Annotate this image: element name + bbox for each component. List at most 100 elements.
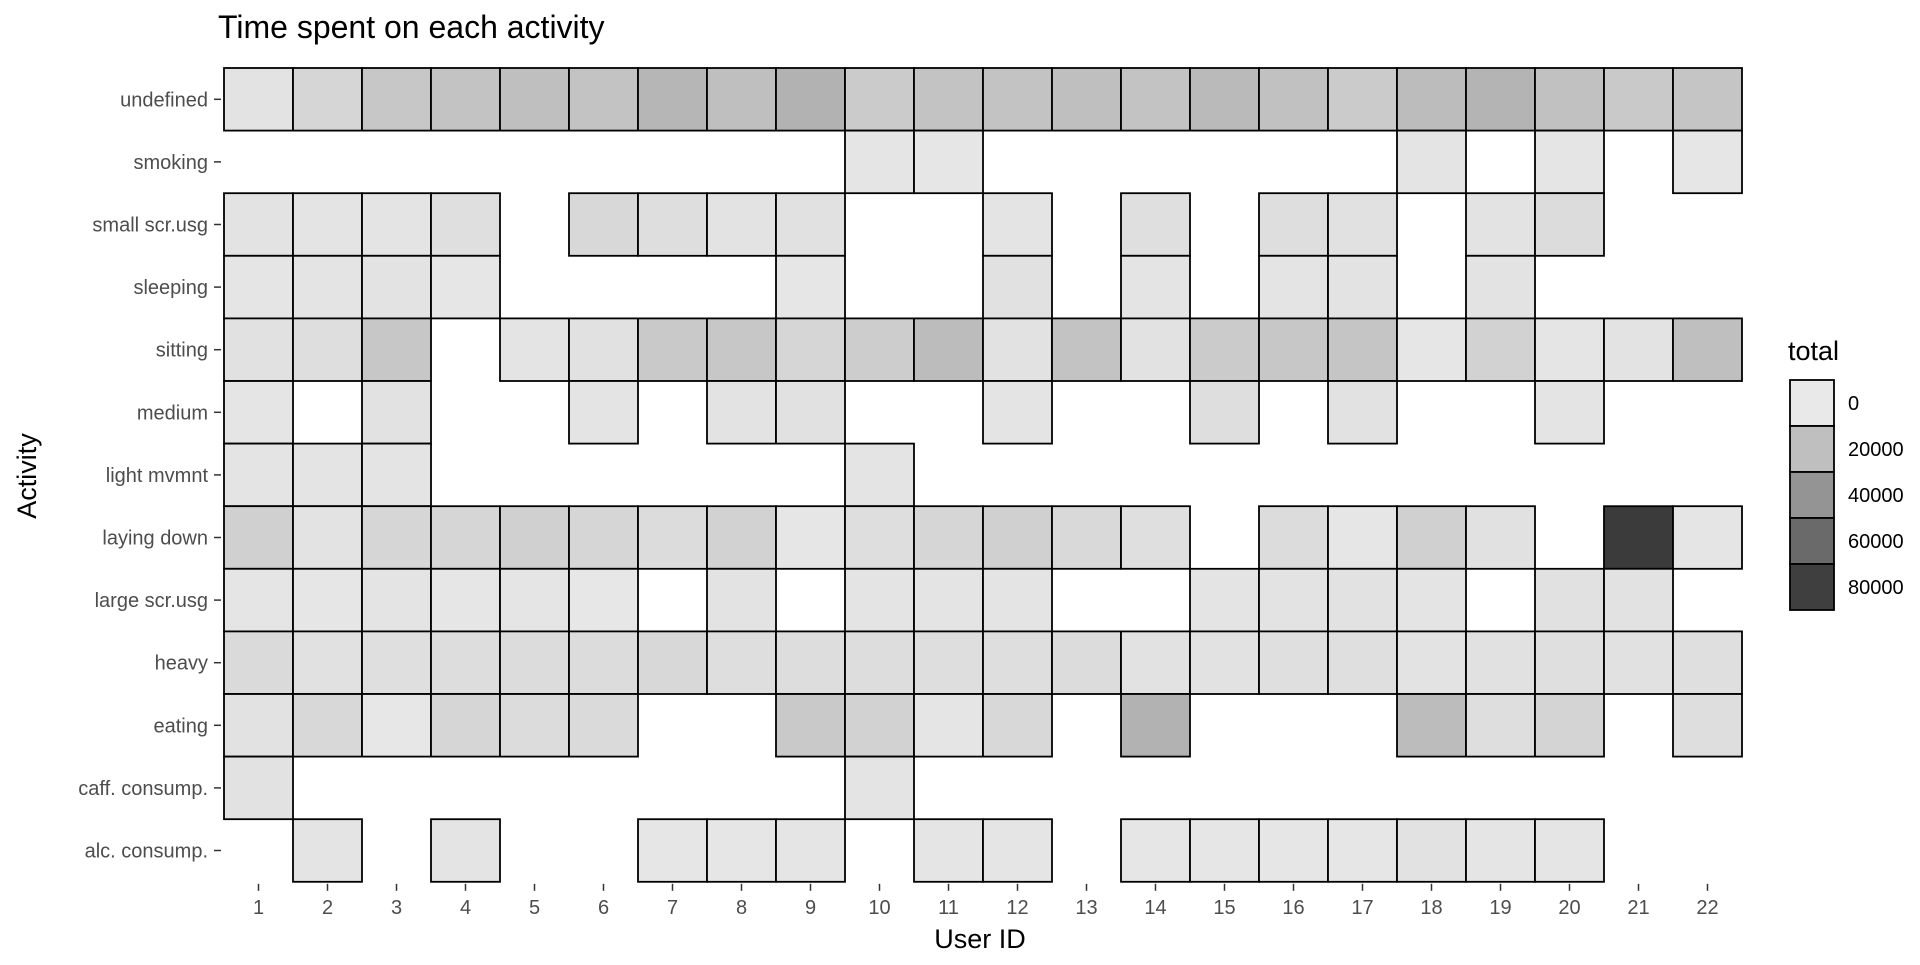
tile-undefined-user-20: [1534, 67, 1605, 132]
tile-heavy-user-2: [292, 630, 363, 695]
tile-medium-user-12: [982, 380, 1053, 445]
tile-alc-consump-user-19: [1465, 818, 1536, 883]
tile-caff-consump-user-10: [844, 755, 915, 821]
tile-large-scr-usg-user-8: [706, 567, 777, 633]
y-tick-label: smoking: [134, 152, 208, 174]
tile-undefined-user-11: [913, 67, 984, 132]
tile-large-scr-usg-user-15: [1189, 567, 1260, 633]
tile-eating-user-4: [430, 693, 501, 758]
tile-eating-user-9: [775, 693, 846, 758]
tile-eating-user-2: [292, 693, 363, 758]
tile-sleeping-user-12: [982, 254, 1053, 320]
legend-swatch: [1789, 425, 1835, 473]
tile-sleeping-user-2: [292, 254, 363, 320]
tile-heavy-user-6: [568, 630, 639, 695]
tile-sitting-user-6: [568, 317, 639, 382]
legend-label: 0: [1848, 393, 1859, 415]
tile-laying-down-user-14: [1120, 505, 1191, 570]
y-tick-label: alc. consump.: [85, 841, 208, 863]
tile-sleeping-user-4: [430, 254, 501, 320]
x-tick-label: 7: [667, 897, 678, 919]
y-tick-label: heavy: [155, 653, 208, 675]
tile-medium-user-15: [1189, 380, 1260, 445]
tile-large-scr-usg-user-3: [361, 567, 432, 633]
tile-sleeping-user-9: [775, 254, 846, 320]
tile-laying-down-user-3: [361, 505, 432, 570]
x-tick-label: 12: [1006, 897, 1028, 919]
tile-undefined-user-14: [1120, 67, 1191, 132]
tile-alc-consump-user-14: [1120, 818, 1191, 883]
tile-alc-consump-user-8: [706, 818, 777, 883]
y-tick-label: light mvmnt: [106, 465, 209, 487]
tile-sleeping-user-1: [223, 254, 294, 320]
legend: total 0 20000 40000 60000 80000: [1788, 336, 1904, 611]
tile-undefined-user-17: [1327, 67, 1398, 132]
tile-small-scr-usg-user-20: [1534, 192, 1605, 257]
tile-laying-down-user-16: [1258, 505, 1329, 570]
tile-laying-down-user-17: [1327, 505, 1398, 570]
tile-medium-user-9: [775, 380, 846, 445]
x-tick-label: 20: [1558, 897, 1580, 919]
tile-undefined-user-1: [223, 67, 294, 132]
x-tick-label: 15: [1213, 897, 1235, 919]
tile-heavy-user-20: [1534, 630, 1605, 695]
tile-sitting-user-1: [223, 317, 294, 382]
x-tick-label: 2: [322, 897, 333, 919]
tile-sitting-user-21: [1603, 317, 1674, 382]
tile-small-scr-usg-user-3: [361, 192, 432, 257]
tile-small-scr-usg-user-17: [1327, 192, 1398, 257]
tile-heavy-user-7: [637, 630, 708, 695]
tile-alc-consump-user-9: [775, 818, 846, 883]
x-tick-label: 22: [1696, 897, 1718, 919]
tile-large-scr-usg-user-18: [1396, 567, 1467, 633]
tile-eating-user-10: [844, 693, 915, 758]
tile-caff-consump-user-1: [223, 755, 294, 821]
tile-sitting-user-11: [913, 317, 984, 382]
tile-eating-user-3: [361, 693, 432, 758]
tile-small-scr-usg-user-9: [775, 192, 846, 257]
tile-heavy-user-10: [844, 630, 915, 695]
tile-heavy-user-4: [430, 630, 501, 695]
legend-label: 60000: [1848, 531, 1904, 553]
tile-eating-user-5: [499, 693, 570, 758]
tile-alc-consump-user-4: [430, 818, 501, 883]
tile-small-scr-usg-user-6: [568, 192, 639, 257]
tile-undefined-user-9: [775, 67, 846, 132]
x-tick-label: 1: [253, 897, 264, 919]
y-axis-ticks: undefined smoking small scr.usg sleeping sit…: [78, 89, 221, 863]
tile-sitting-user-14: [1120, 317, 1191, 382]
x-tick-label: 14: [1144, 897, 1166, 919]
tile-undefined-user-5: [499, 67, 570, 132]
tile-sleeping-user-19: [1465, 254, 1536, 320]
y-axis-title: Activity: [12, 433, 42, 519]
tile-large-scr-usg-user-20: [1534, 567, 1605, 633]
legend-swatch: [1789, 471, 1835, 519]
tile-light-mvmnt-user-3: [361, 442, 432, 508]
tile-alc-consump-user-7: [637, 818, 708, 883]
tile-large-scr-usg-user-2: [292, 567, 363, 633]
legend-swatch: [1789, 379, 1835, 427]
tile-sitting-user-15: [1189, 317, 1260, 382]
x-tick-label: 10: [868, 897, 890, 919]
x-tick-label: 17: [1351, 897, 1373, 919]
y-tick-label: eating: [154, 715, 209, 737]
x-tick-label: 19: [1489, 897, 1511, 919]
tile-medium-user-1: [223, 380, 294, 445]
tile-medium-user-6: [568, 380, 639, 445]
tile-sitting-user-19: [1465, 317, 1536, 382]
tile-laying-down-user-4: [430, 505, 501, 570]
tile-eating-user-18: [1396, 693, 1467, 758]
tile-small-scr-usg-user-8: [706, 192, 777, 257]
tile-sitting-user-8: [706, 317, 777, 382]
tile-large-scr-usg-user-6: [568, 567, 639, 633]
tile-smoking-user-22: [1672, 129, 1743, 195]
tile-laying-down-user-6: [568, 505, 639, 570]
tile-eating-user-19: [1465, 693, 1536, 758]
tile-medium-user-17: [1327, 380, 1398, 445]
y-tick-label: sitting: [156, 340, 208, 362]
tile-sitting-user-2: [292, 317, 363, 382]
x-tick-label: 13: [1075, 897, 1097, 919]
tile-small-scr-usg-user-16: [1258, 192, 1329, 257]
tile-medium-user-8: [706, 380, 777, 445]
